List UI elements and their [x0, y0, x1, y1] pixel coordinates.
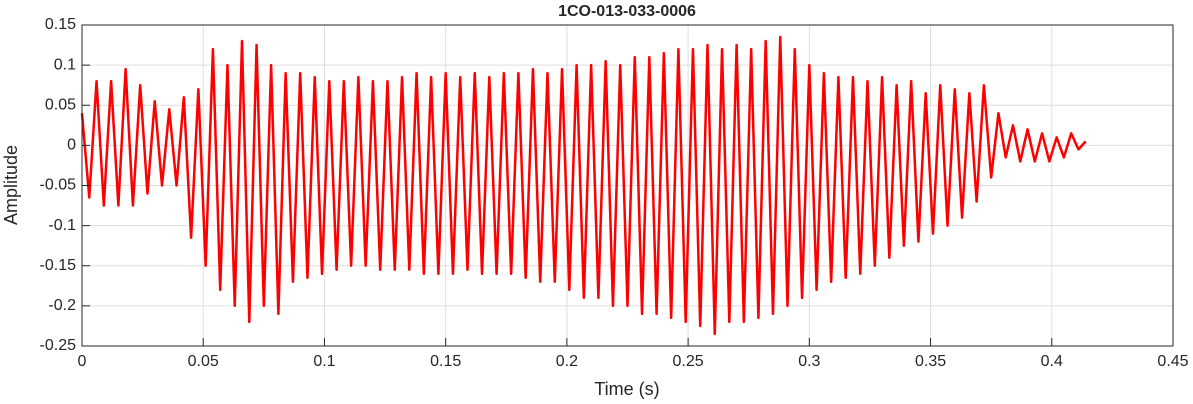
x-tick-label: 0.2	[556, 353, 578, 370]
plot-area	[80, 35, 1087, 336]
y-tick-label: 0.05	[45, 96, 76, 113]
x-tick-label: 0.35	[915, 353, 946, 370]
y-axis-label: Amplitude	[1, 145, 21, 225]
y-tick-label: 0.15	[45, 16, 76, 33]
x-tick-label: 0.45	[1157, 353, 1188, 370]
x-tick-label: 0.05	[188, 353, 219, 370]
y-tick-label: -0.25	[40, 337, 77, 354]
y-tick-label: -0.2	[48, 297, 76, 314]
x-tick-label: 0.4	[1041, 353, 1063, 370]
x-tick-label: 0.25	[673, 353, 704, 370]
y-tick-label: 0.1	[54, 56, 76, 73]
y-tick-label: -0.1	[48, 217, 76, 234]
y-tick-label: -0.15	[40, 257, 77, 274]
x-axis-label: Time (s)	[594, 379, 659, 399]
data-line	[80, 35, 1087, 336]
x-tick-label: 0.3	[798, 353, 820, 370]
x-tick-label: 0.15	[430, 353, 461, 370]
chart-title: 1CO-013-033-0006	[558, 3, 696, 20]
y-tick-label: 0	[67, 137, 76, 154]
x-tick-label: 0.1	[313, 353, 335, 370]
x-tick-label: 0	[78, 353, 87, 370]
y-tick-label: -0.05	[40, 177, 77, 194]
